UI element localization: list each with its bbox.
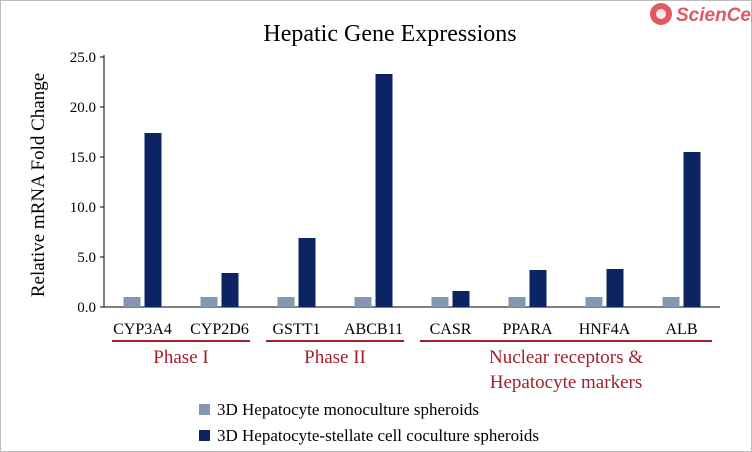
legend-label: 3D Hepatocyte-stellate cell coculture sp… [217,426,539,445]
y-tick-label: 25.0 [70,50,96,66]
x-tick-label: HNF4A [579,321,631,338]
x-tick-label: CYP2D6 [190,321,249,338]
y-tick-label: 20.0 [70,100,96,116]
bar-gstt1-series-2 [298,238,316,307]
bar-cyp2d6-series-1 [200,297,218,307]
group-label: Hepatocyte markers [490,372,642,393]
bar-abcb11-series-1 [354,297,372,307]
x-tick-label: ABCB11 [344,321,403,338]
bars [123,74,701,307]
legend-label: 3D Hepatocyte monoculture spheroids [217,400,479,419]
legend: 3D Hepatocyte monoculture spheroids 3D He… [199,400,539,445]
sciencell-logo: ScienCell [650,3,752,26]
y-tick-label: 15.0 [70,150,96,166]
bar-alb-series-1 [662,297,680,307]
y-tick-label: 5.0 [77,250,96,266]
x-tick-label: CASR [430,321,472,338]
x-tick-label: CYP3A4 [113,321,172,338]
bar-gstt1-series-1 [277,297,295,307]
x-tick-labels: CYP3A4 CYP2D6 GSTT1 ABCB11 CASR PPARA HNF4A ALB [113,321,697,338]
legend-swatch [199,430,210,441]
category-groups: Phase I Phase II Nuclear receptors & Hepato… [112,340,712,393]
bar-cyp3a4-series-2 [144,133,162,307]
bar-ppara-series-1 [508,297,526,307]
bar-abcb11-series-2 [375,74,393,307]
bar-hnf4a-series-2 [606,269,624,307]
chart-title: Hepatic Gene Expressions [263,21,516,47]
logo-text: ScienCell [676,5,752,26]
bar-hnf4a-series-1 [585,297,603,307]
y-tick-label: 10.0 [70,200,96,216]
y-axis-label: Relative mRNA Fold Change [28,73,49,297]
group-label: Phase I [153,347,208,368]
x-tick-label: PPARA [502,321,553,338]
axes [103,55,720,308]
y-tick-label: 0.0 [77,300,96,316]
x-tick-label: GSTT1 [273,321,321,338]
group-label: Nuclear receptors & [489,347,643,368]
legend-swatch [199,404,210,415]
bar-casr-series-2 [452,291,470,307]
y-ticks: 0.0 5.0 10.0 15.0 20.0 25.0 [70,50,104,316]
bar-ppara-series-2 [529,270,547,307]
bar-casr-series-1 [431,297,449,307]
bar-cyp3a4-series-1 [123,297,141,307]
group-label: Phase II [304,347,366,368]
x-tick-label: ALB [666,321,698,338]
bar-alb-series-2 [683,152,701,307]
bar-cyp2d6-series-2 [221,273,239,307]
